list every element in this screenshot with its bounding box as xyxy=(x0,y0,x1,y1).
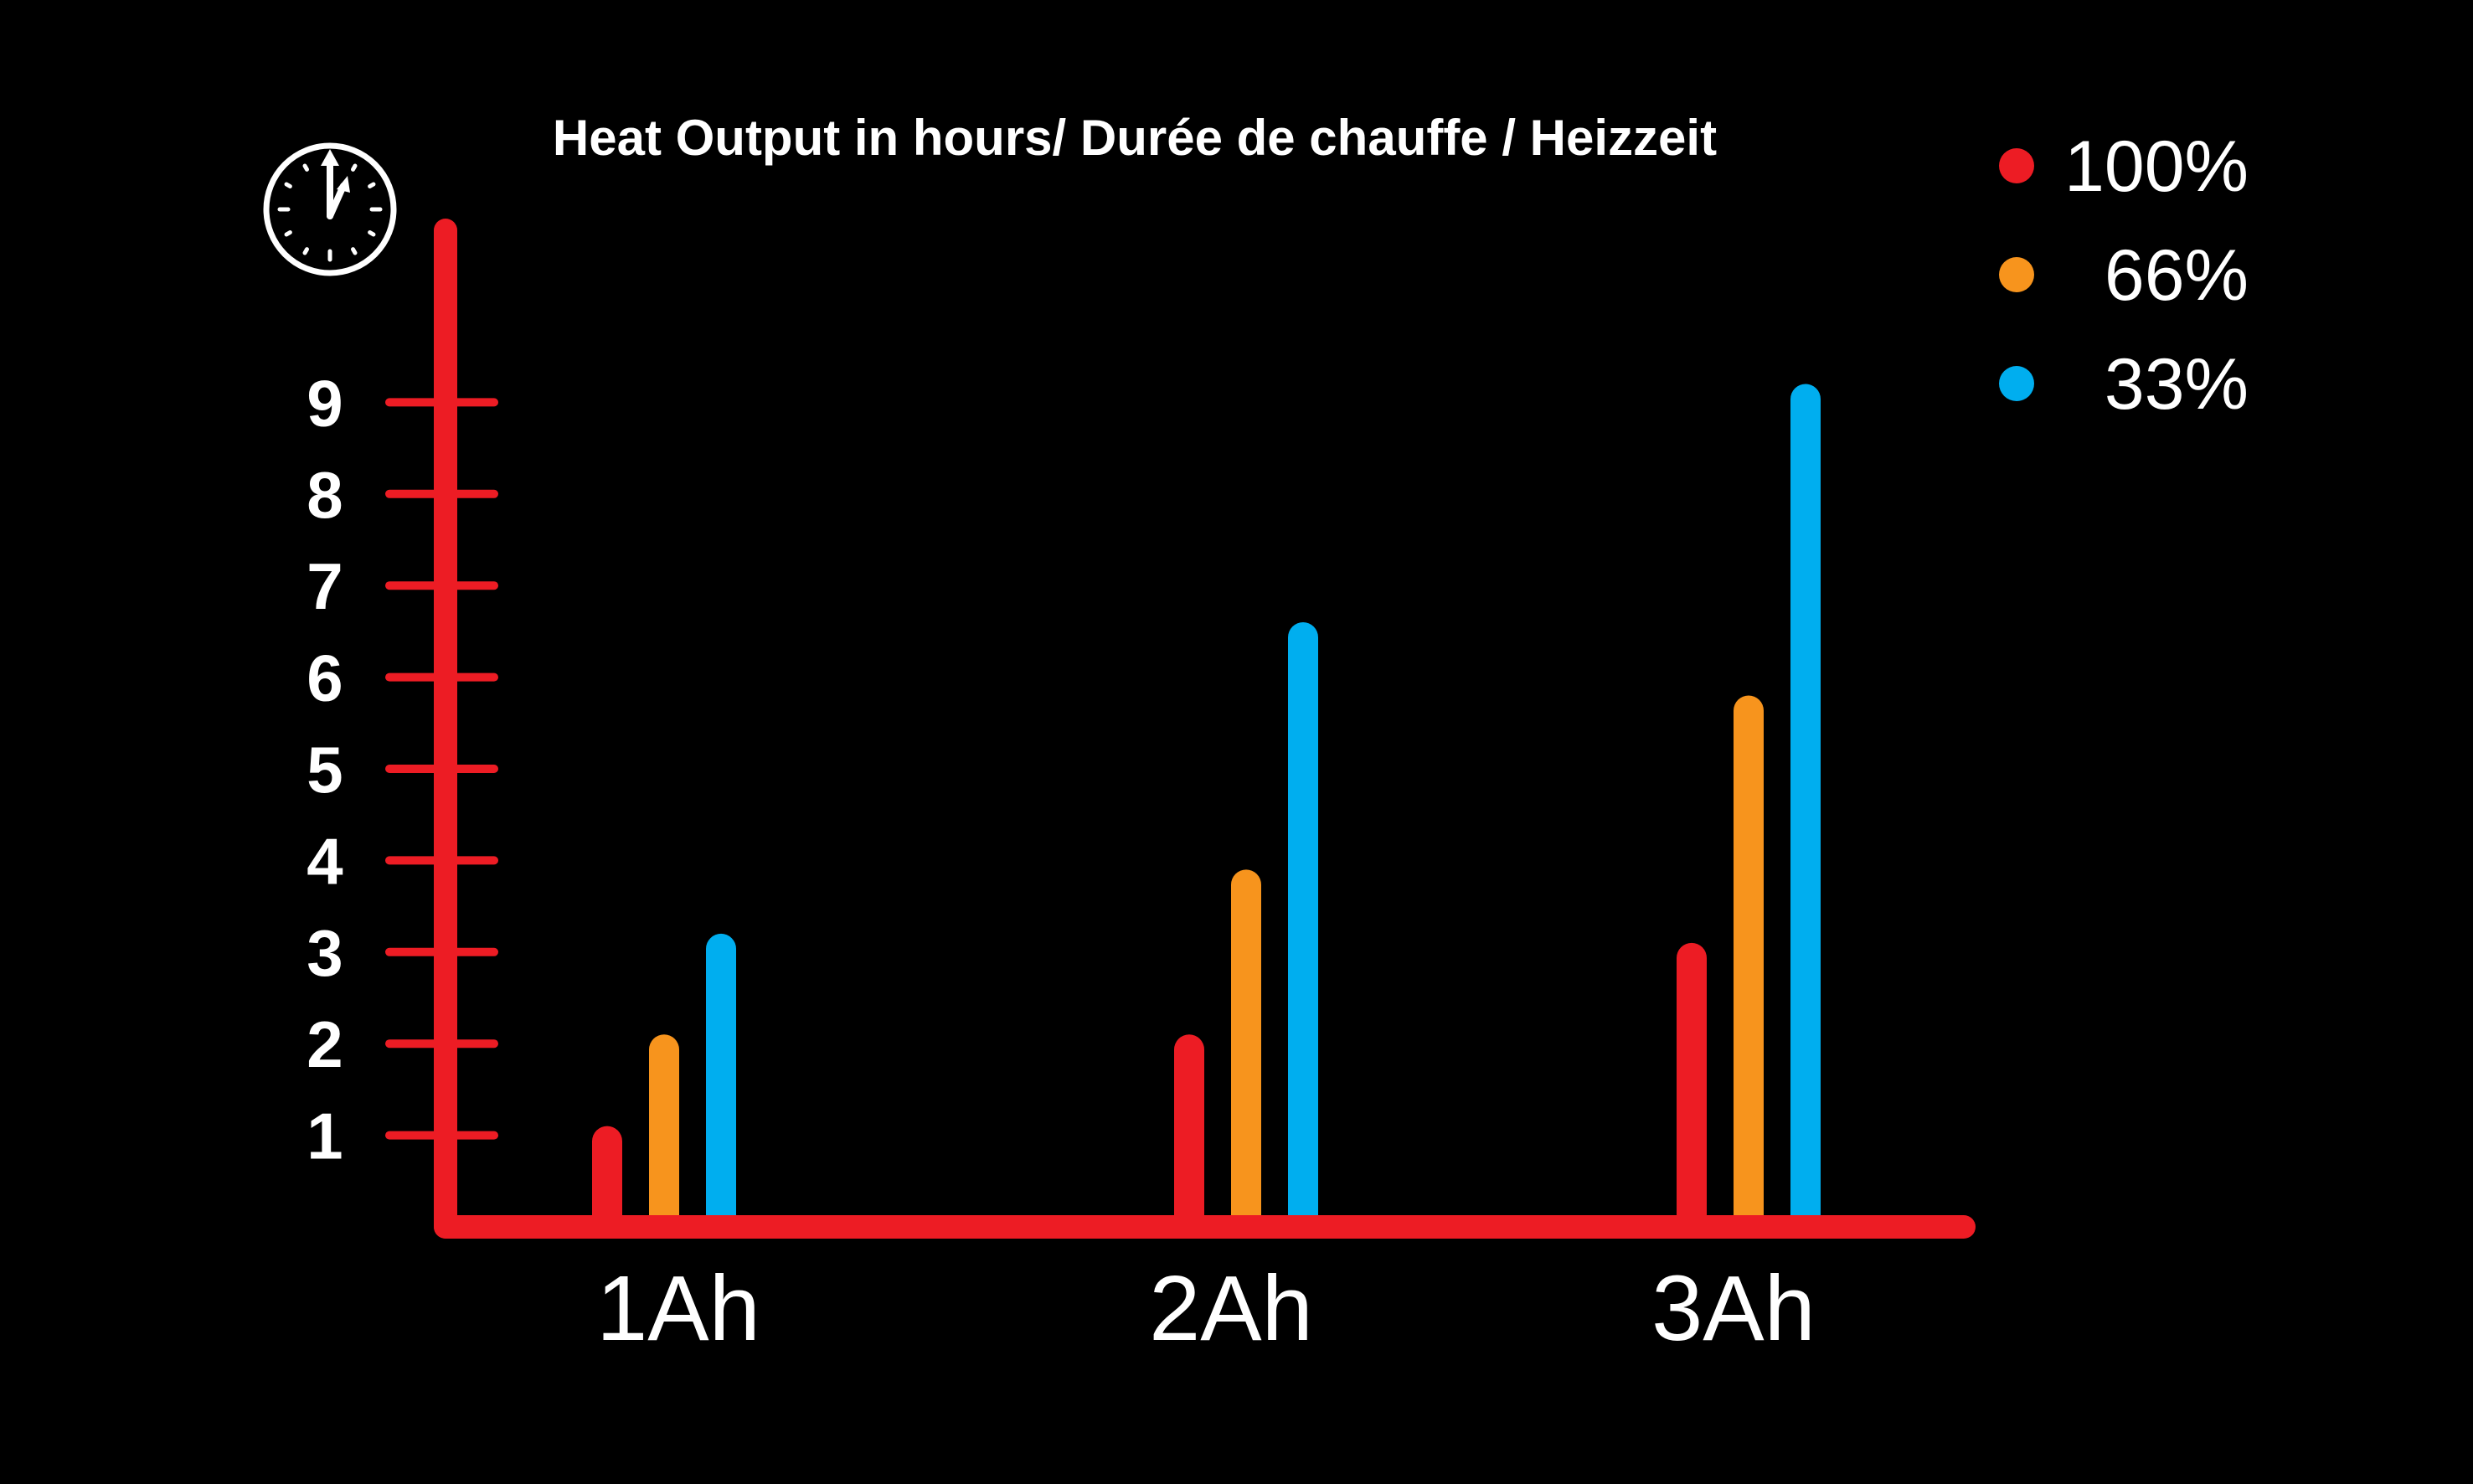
legend-label: 66% xyxy=(2105,235,2249,316)
bar-1Ah-66% xyxy=(649,1034,679,1227)
y-tick-label: 6 xyxy=(307,642,343,715)
x-tick-label: 3Ah xyxy=(1651,1257,1816,1360)
y-tick-label: 1 xyxy=(307,1100,343,1173)
bar-3Ah-100% xyxy=(1677,942,1707,1227)
y-tick-label: 4 xyxy=(307,824,343,898)
bar-1Ah-100% xyxy=(592,1126,622,1227)
bar-2Ah-33% xyxy=(1288,621,1318,1227)
x-tick-label: 2Ah xyxy=(1149,1257,1313,1360)
bars xyxy=(592,384,1821,1227)
clock-icon xyxy=(263,142,397,276)
y-tick-label: 8 xyxy=(307,458,343,532)
legend-label: 100% xyxy=(2064,126,2249,207)
y-tick-label: 7 xyxy=(307,549,343,623)
bar-2Ah-100% xyxy=(1174,1034,1204,1227)
y-tick-label: 5 xyxy=(307,733,343,806)
legend-marker xyxy=(1999,257,2034,292)
legend-label: 33% xyxy=(2105,344,2249,425)
bar-1Ah-33% xyxy=(706,933,736,1227)
legend: 100% 66% 33% xyxy=(1999,126,2249,425)
y-tick-label: 2 xyxy=(307,1007,343,1081)
y-tick-label: 9 xyxy=(307,366,343,440)
x-tick-label: 1Ah xyxy=(596,1257,760,1360)
bar-2Ah-66% xyxy=(1231,869,1261,1227)
bar-3Ah-66% xyxy=(1734,695,1764,1227)
y-tick-label: 3 xyxy=(307,916,343,990)
y-axis: 1 2 3 4 5 6 7 8 9 xyxy=(307,219,498,1239)
legend-marker xyxy=(1999,148,2034,183)
chart-title: Heat Output in hours/ Durée de chauffe /… xyxy=(553,110,1717,166)
legend-marker xyxy=(1999,366,2034,401)
bar-3Ah-33% xyxy=(1790,384,1821,1227)
x-axis: 1Ah 2Ah 3Ah xyxy=(434,1215,1976,1360)
